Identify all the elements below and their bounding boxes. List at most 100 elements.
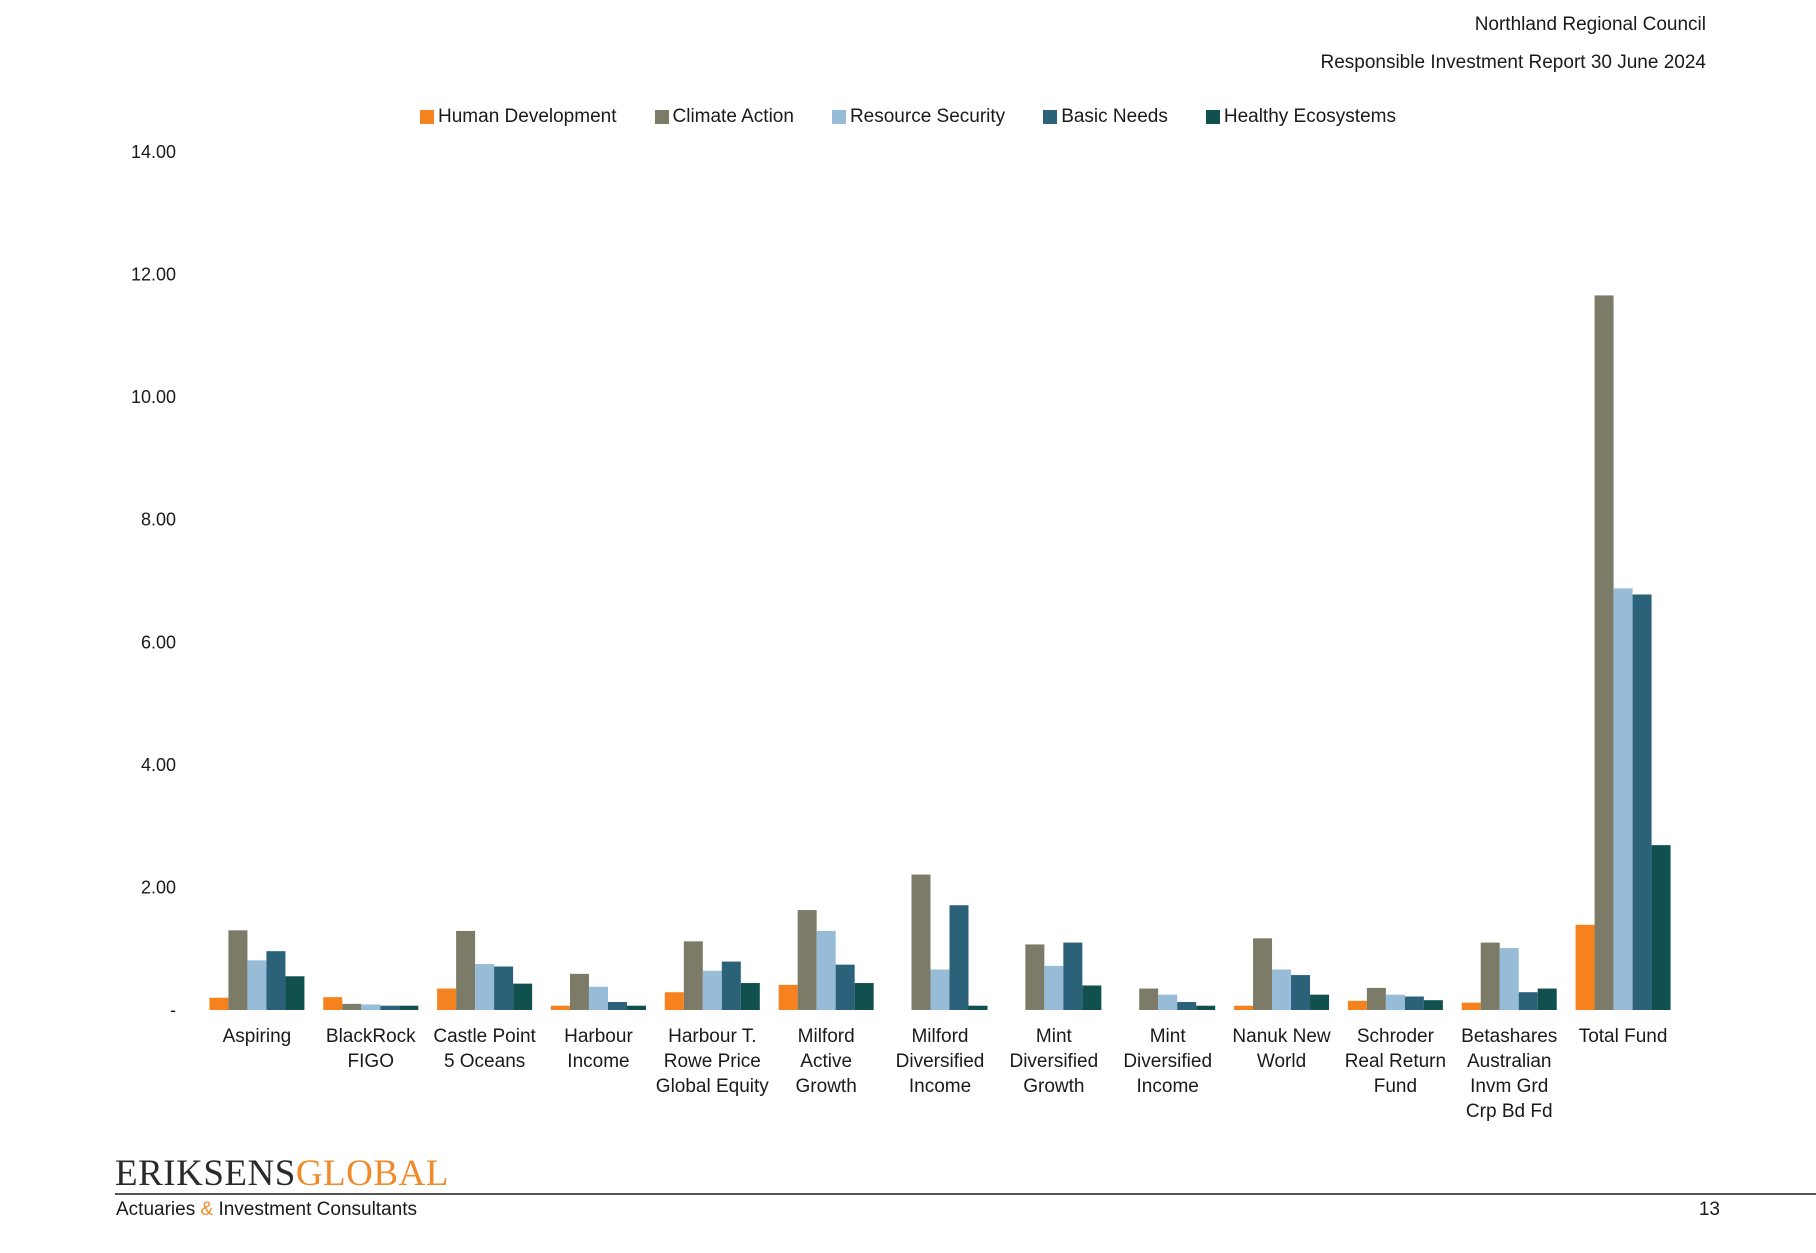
header-organization: Northland Regional Council <box>1474 14 1706 35</box>
bar-resource-security <box>1385 994 1405 1010</box>
bar-resource-security <box>930 969 950 1010</box>
header-report-title: Responsible Investment Report 30 June 20… <box>1320 52 1706 73</box>
bar-human-development <box>1461 1002 1481 1010</box>
y-tick-label: 12.00 <box>131 265 176 285</box>
legend-label: Climate Action <box>672 106 794 127</box>
bar-human-development <box>550 1005 570 1010</box>
bar-human-development <box>437 988 457 1010</box>
logo-text-left: ERIKSENS <box>115 1153 296 1194</box>
bar-resource-security <box>588 986 608 1010</box>
bar-basic-needs <box>607 1002 627 1010</box>
bar-healthy-ecosystems <box>1082 985 1102 1010</box>
legend-label: Basic Needs <box>1061 106 1168 127</box>
bar-resource-security <box>1044 965 1064 1010</box>
y-tick-label: 10.00 <box>131 387 176 407</box>
bar-resource-security <box>361 1004 381 1010</box>
legend-swatch <box>420 110 435 124</box>
bar-climate-action <box>911 874 931 1010</box>
bar-climate-action <box>569 973 589 1010</box>
x-tick-label: Milford Diversified Income <box>896 1026 985 1097</box>
bar-climate-action <box>228 930 248 1010</box>
bar-basic-needs <box>949 905 969 1010</box>
bar-resource-security <box>247 960 267 1010</box>
bar-climate-action <box>342 1003 362 1010</box>
legend-item-human-development: Human Development <box>420 106 617 128</box>
legend-item-climate-action: Climate Action <box>654 106 794 128</box>
bar-basic-needs <box>266 951 286 1010</box>
x-tick-label: Nanuk New World <box>1232 1026 1330 1072</box>
bar-climate-action <box>1366 987 1386 1010</box>
bar-climate-action <box>456 930 476 1010</box>
tagline-text-post: Investment Consultants <box>213 1199 417 1220</box>
bar-climate-action <box>1480 942 1500 1010</box>
x-tick-label: Total Fund <box>1579 1026 1668 1047</box>
eriksens-global-logo: ERIKSENSGLOBAL <box>115 1152 449 1195</box>
bar-healthy-ecosystems <box>626 1005 646 1010</box>
bar-healthy-ecosystems <box>1423 1000 1443 1010</box>
bar-healthy-ecosystems <box>285 976 305 1010</box>
chart-legend: Human Development Climate Action Resource … <box>0 106 1816 128</box>
bar-human-development <box>1575 924 1595 1010</box>
bar-resource-security <box>1158 994 1178 1010</box>
legend-label: Healthy Ecosystems <box>1223 106 1396 127</box>
x-tick-label: Mint Diversified Income <box>1123 1026 1212 1097</box>
bar-human-development <box>323 997 343 1010</box>
legend-item-resource-security: Resource Security <box>831 106 1006 128</box>
x-tick-label: Milford Active Growth <box>796 1026 857 1097</box>
bar-resource-security <box>816 930 836 1010</box>
legend-swatch <box>654 110 669 124</box>
legend-swatch <box>1205 110 1220 124</box>
bar-basic-needs <box>380 1005 400 1010</box>
bar-human-development <box>778 984 798 1010</box>
logo-text-right: GLOBAL <box>295 1153 449 1194</box>
legend-item-healthy-ecosystems: Healthy Ecosystems <box>1205 106 1396 128</box>
bar-basic-needs <box>835 964 855 1010</box>
y-tick-label: 8.00 <box>141 510 176 530</box>
y-tick-label: 14.00 <box>131 142 176 162</box>
bar-climate-action <box>1594 295 1614 1010</box>
x-tick-label: Harbour Income <box>564 1026 633 1072</box>
bar-human-development <box>1347 1000 1367 1010</box>
bar-basic-needs <box>1518 992 1538 1010</box>
bar-climate-action <box>683 941 703 1010</box>
bar-healthy-ecosystems <box>740 983 760 1010</box>
bar-healthy-ecosystems <box>968 1005 988 1010</box>
x-tick-label: Betashares Australian Invm Grd Crp Bd Fd <box>1461 1026 1557 1122</box>
x-tick-label: Aspiring <box>223 1026 292 1047</box>
bar-healthy-ecosystems <box>1196 1005 1216 1010</box>
tagline-ampersand: & <box>200 1199 214 1220</box>
bar-basic-needs <box>1177 1002 1197 1010</box>
bar-human-development <box>1234 1005 1254 1010</box>
legend-item-basic-needs: Basic Needs <box>1043 106 1168 128</box>
x-tick-label: Castle Point 5 Oceans <box>433 1026 536 1072</box>
x-tick-label: Schroder Real Return Fund <box>1345 1026 1446 1097</box>
x-tick-label: Harbour T. Rowe Price Global Equity <box>656 1026 770 1097</box>
bar-resource-security <box>702 970 722 1010</box>
bar-climate-action <box>1139 988 1159 1010</box>
tagline-text-pre: Actuaries <box>116 1199 201 1220</box>
bar-basic-needs <box>1632 594 1652 1010</box>
bar-healthy-ecosystems <box>1310 994 1330 1010</box>
footer-tagline: Actuaries & Investment Consultants <box>116 1199 417 1221</box>
bar-climate-action <box>1253 938 1273 1010</box>
legend-label: Resource Security <box>849 106 1006 127</box>
y-tick-label: 4.00 <box>141 755 176 775</box>
legend-swatch <box>831 110 846 124</box>
bar-healthy-ecosystems <box>513 983 533 1010</box>
page-number: 13 <box>1698 1199 1720 1220</box>
bar-resource-security <box>1613 588 1633 1010</box>
bar-basic-needs <box>1404 996 1424 1010</box>
bar-basic-needs <box>721 961 741 1010</box>
bar-climate-action <box>1025 944 1045 1010</box>
bar-healthy-ecosystems <box>1651 845 1671 1010</box>
bar-human-development <box>664 992 684 1010</box>
bar-resource-security <box>475 964 495 1010</box>
bar-resource-security <box>1499 948 1519 1010</box>
y-tick-label: - <box>170 1000 176 1020</box>
x-tick-label: BlackRock FIGO <box>326 1026 416 1072</box>
y-tick-label: 6.00 <box>141 632 176 652</box>
x-tick-label: Mint Diversified Growth <box>1009 1026 1098 1097</box>
bar-healthy-ecosystems <box>399 1005 419 1010</box>
bar-basic-needs <box>494 966 514 1010</box>
